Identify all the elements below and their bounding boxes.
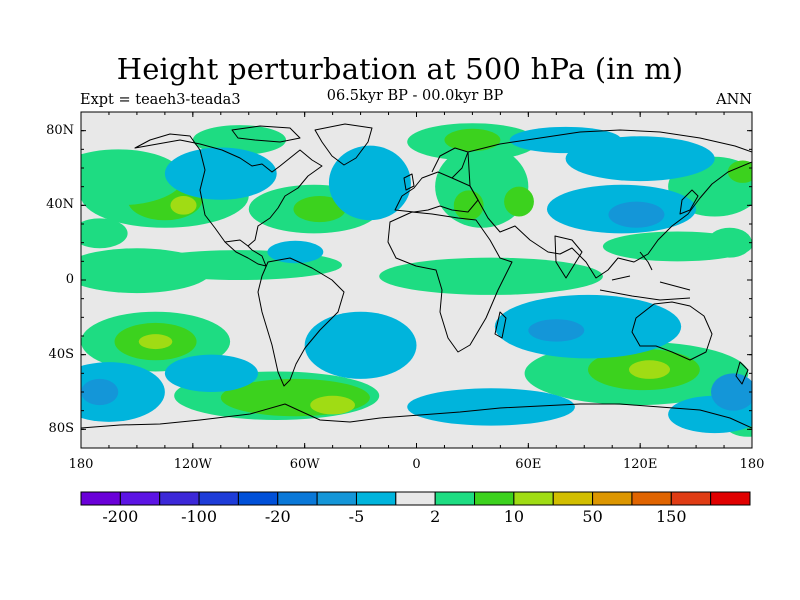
- lon-label-3: 0: [412, 457, 421, 472]
- lat-label-40S: 40S: [48, 346, 74, 362]
- lat-label-80S: 80S: [48, 421, 74, 437]
- coastline-australia: [631, 301, 713, 361]
- coastline-africa: [387, 211, 513, 353]
- colorbar-box-4: [237, 491, 279, 506]
- contour-region-35: [628, 360, 670, 379]
- contour-region-42: [164, 354, 259, 393]
- contour-region-22: [267, 240, 324, 264]
- colorbar-box-1: [119, 491, 161, 506]
- colorbar-box-6: [316, 491, 357, 506]
- colorbar-box-15: [670, 491, 712, 506]
- contour-region-41: [81, 378, 119, 406]
- contour-region-12: [504, 186, 534, 217]
- contour-region-11: [453, 190, 484, 221]
- coastline-layer: [81, 123, 752, 429]
- contour-region-32: [310, 395, 355, 415]
- contour-region-9: [293, 196, 346, 223]
- colorbar-box-14: [631, 491, 672, 506]
- coastline-antarctica: [81, 403, 752, 429]
- lon-label-1: 120W: [173, 457, 212, 472]
- colorbar-label: -200: [102, 507, 139, 526]
- colorbar-label: 150: [656, 507, 687, 526]
- colorbar-label: -20: [264, 507, 291, 526]
- lat-label-40N: 40N: [46, 197, 74, 213]
- contour-region-7: [81, 149, 184, 206]
- colorbar-box-8: [395, 491, 436, 506]
- contour-region-26: [509, 126, 622, 154]
- colorbar-box-12: [552, 491, 594, 506]
- colorbar-box-13: [592, 491, 633, 506]
- contour-region-29: [138, 334, 173, 350]
- contour-region-38: [494, 294, 682, 359]
- colorbar-box-11: [513, 491, 554, 506]
- contour-region-21: [328, 145, 411, 221]
- colorbar-label: 50: [582, 507, 603, 526]
- colorbar-label: 2: [430, 507, 441, 526]
- colorbar-box-16: [710, 491, 751, 506]
- contour-region-6: [81, 218, 128, 249]
- coastline-arctic-islands: [231, 125, 301, 143]
- contour-region-2: [379, 257, 603, 295]
- contour-region-5: [170, 196, 197, 215]
- contour-region-17: [727, 160, 752, 183]
- colorbar-box-9: [434, 491, 476, 506]
- lon-label-0: 180: [68, 457, 94, 472]
- lon-label-6: 180: [739, 457, 765, 472]
- lon-label-2: 60W: [289, 457, 320, 472]
- coastline-india: [554, 235, 583, 279]
- map-title: Height perturbation at 500 hPa (in m): [116, 52, 684, 86]
- period-label: 06.5kyr BP - 00.0kyr BP: [326, 88, 504, 104]
- colorbar-label: -5: [348, 507, 365, 526]
- colorbar-box-5: [277, 491, 318, 506]
- lat-label-80N: 80N: [46, 122, 74, 138]
- contour-region-19: [707, 227, 752, 258]
- coastline-madagascar: [494, 311, 507, 339]
- coastline-british-isles: [403, 173, 415, 191]
- contour-region-43: [407, 388, 575, 426]
- contour-region-15: [192, 125, 287, 155]
- coastline-scandinavia: [431, 147, 469, 179]
- lon-label-5: 120E: [623, 457, 658, 472]
- colorbar-label: 10: [503, 507, 525, 526]
- tick-marks: [80, 111, 753, 449]
- colorbar-box-2: [159, 491, 200, 506]
- coastline-south-america: [257, 257, 345, 387]
- contour-region-37: [304, 311, 417, 379]
- contour-region-14: [444, 128, 501, 152]
- colorbar-box-7: [355, 491, 397, 506]
- colorbar: [80, 491, 751, 506]
- colorbar-box-10: [474, 491, 515, 506]
- coastline-greenland: [314, 123, 373, 166]
- coastline-asia: [467, 129, 752, 279]
- lat-label-0: 0: [65, 272, 74, 287]
- contour-region-40: [81, 362, 165, 422]
- contour-region-39: [528, 319, 585, 342]
- lon-label-4: 60E: [515, 457, 542, 472]
- colorbar-box-3: [198, 491, 239, 506]
- colorbar-box-0: [80, 491, 121, 506]
- experiment-label: Expt = teaeh3-teada3: [80, 92, 241, 108]
- contour-region-20: [164, 147, 277, 200]
- coastline-japan: [679, 189, 699, 215]
- colorbar-label: -100: [181, 507, 218, 526]
- coastline-central-america: [224, 241, 267, 267]
- coastline-indonesia: [599, 251, 691, 301]
- season-label: ANN: [716, 92, 752, 108]
- contour-region-45: [711, 373, 752, 411]
- contour-region-24: [608, 201, 665, 228]
- coastline-new-zealand: [735, 361, 749, 385]
- coastline-north-america: [134, 133, 323, 247]
